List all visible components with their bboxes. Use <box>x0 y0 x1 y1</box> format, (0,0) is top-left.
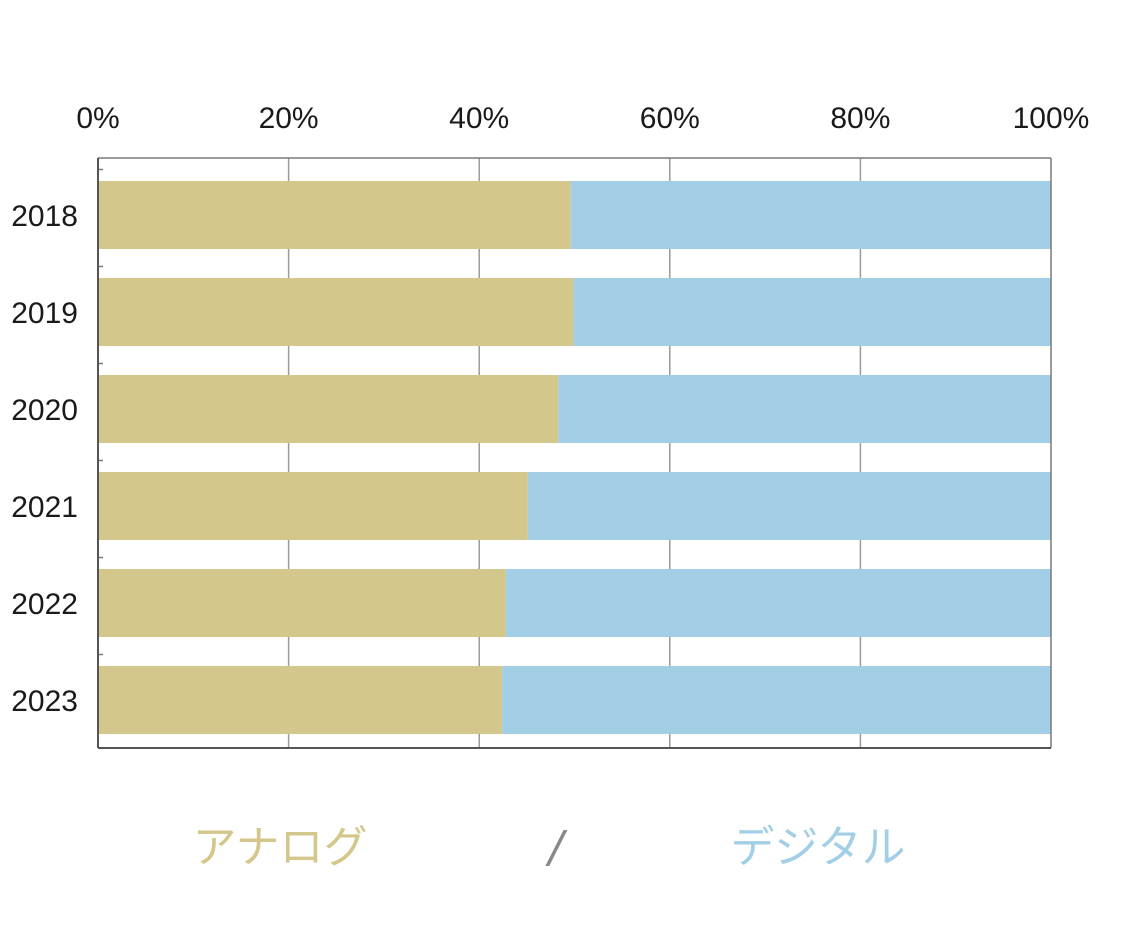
bars-group <box>98 181 1051 734</box>
x-tick-label: 40% <box>449 102 509 135</box>
bar-digital-2023 <box>502 666 1051 734</box>
y-tick-label: 2019 <box>11 297 78 330</box>
bar-digital-2018 <box>570 181 1051 249</box>
x-tick-label: 0% <box>76 102 119 135</box>
legend: アナログ / デジタル <box>192 822 905 873</box>
bar-analog-2019 <box>98 278 574 346</box>
bar-digital-2021 <box>527 472 1051 540</box>
x-tick-labels: 0% 20% 40% 60% 80% 100% <box>76 102 1089 135</box>
y-tick-labels: 2018 2019 2020 2021 2022 2023 <box>11 200 78 718</box>
grid-lines <box>287 158 862 748</box>
y-tick-label: 2023 <box>11 685 78 718</box>
legend-separator: / <box>545 822 568 873</box>
bar-digital-2022 <box>505 569 1051 637</box>
y-tick-label: 2021 <box>11 491 78 524</box>
bar-analog-2022 <box>98 569 506 637</box>
x-tick-label: 100% <box>1013 102 1090 135</box>
y-tick-label: 2020 <box>11 394 78 427</box>
plot-frame <box>97 157 1052 749</box>
x-tick-label: 20% <box>259 102 319 135</box>
legend-label-analog: アナログ <box>192 822 367 873</box>
bar-digital-2020 <box>558 375 1051 443</box>
bar-analog-2023 <box>98 666 503 734</box>
x-tick-label: 80% <box>830 102 890 135</box>
x-tick-label: 60% <box>640 102 700 135</box>
legend-label-digital: デジタル <box>730 822 905 873</box>
bar-analog-2021 <box>98 472 528 540</box>
y-tick-label: 2018 <box>11 200 78 233</box>
bar-analog-2018 <box>98 181 571 249</box>
y-tick-label: 2022 <box>11 588 78 621</box>
bar-analog-2020 <box>98 375 559 443</box>
bar-digital-2019 <box>573 278 1051 346</box>
